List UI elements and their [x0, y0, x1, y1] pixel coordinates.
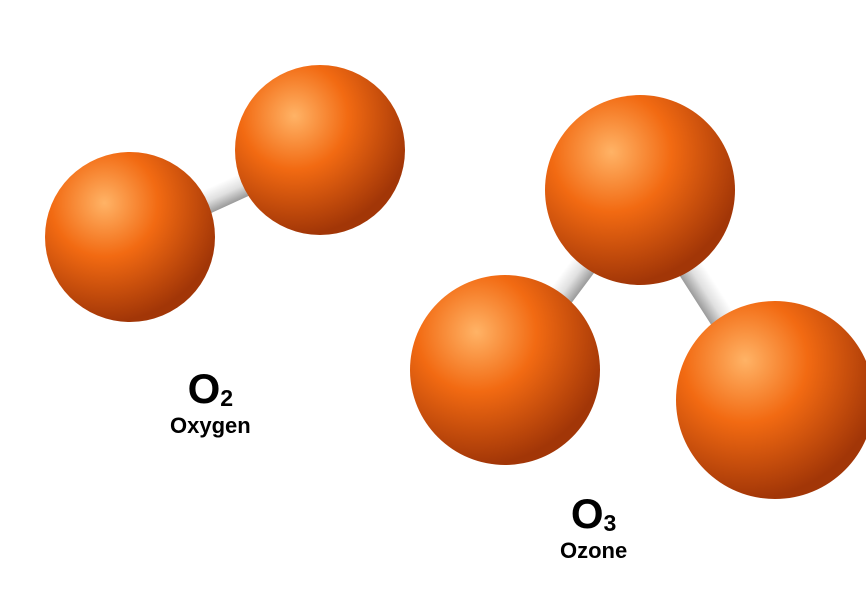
ozone-symbol: O [571, 490, 604, 537]
oxygen-atom [410, 275, 600, 465]
ozone-subscript: 3 [604, 510, 617, 536]
oxygen-atom [676, 301, 866, 499]
oxygen-subscript: 2 [220, 385, 233, 411]
atoms-layer [45, 65, 866, 499]
oxygen-label: O2 Oxygen [170, 365, 251, 439]
diagram-stage: O2 Oxygen O3 Ozone [0, 0, 866, 609]
oxygen-name: Oxygen [170, 413, 251, 439]
ozone-name: Ozone [560, 538, 627, 564]
oxygen-atom [545, 95, 735, 285]
ozone-label: O3 Ozone [560, 490, 627, 564]
oxygen-symbol: O [188, 365, 221, 412]
oxygen-formula: O2 [170, 365, 251, 413]
oxygen-atom [45, 152, 215, 322]
molecule-svg [0, 0, 866, 609]
oxygen-atom [235, 65, 405, 235]
ozone-formula: O3 [560, 490, 627, 538]
